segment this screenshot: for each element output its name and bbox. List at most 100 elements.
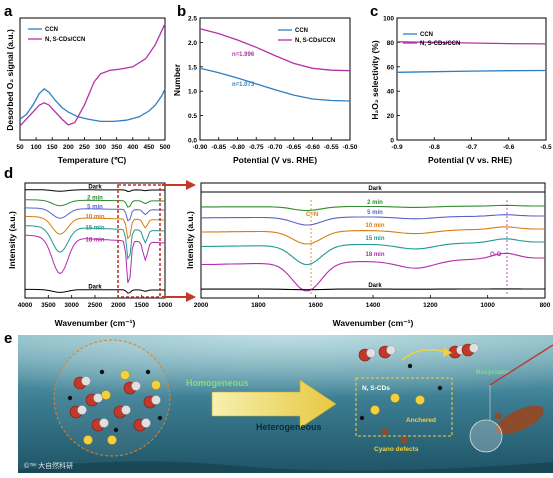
a-series-line-0	[19, 88, 166, 123]
brown-particle-0	[381, 428, 389, 436]
b-series-line-1	[199, 28, 351, 72]
x-ticks-a: 50 100 150 200 250 300 350 400 450 500	[16, 137, 171, 151]
black-particle-7	[407, 363, 413, 369]
legend-label-ccn-c: CCN	[420, 32, 433, 38]
d-left-trace-4	[24, 225, 166, 261]
a-xtick-label-8: 450	[143, 144, 154, 151]
b-xtick-label-7: -0.55	[324, 144, 339, 151]
d-left-trace-label-6: Dark	[88, 285, 102, 291]
d-left-xtick-label-3: 2500	[88, 302, 103, 309]
carbon-dot-6	[415, 395, 425, 405]
d-left-xtick-label-2: 3000	[64, 302, 79, 309]
series-group-a	[19, 23, 166, 127]
y-axis-label-c: H₂O₂ selectivity (%)	[370, 40, 380, 120]
series-group-b	[199, 28, 351, 102]
d-right-trace-6	[200, 288, 545, 291]
d-right-trace-3	[201, 226, 545, 245]
x-axis-label-b: Potential (V vs. RHE)	[233, 155, 317, 165]
d-right-trace-label-6: Dark	[368, 283, 382, 289]
c-xtick-label-0: -0.9	[391, 144, 403, 151]
carbon-dot-5	[390, 393, 400, 403]
curved-arrow	[401, 349, 447, 361]
black-particle-4	[157, 415, 163, 421]
particle-group	[67, 343, 534, 445]
d-right-trace-label-3: 10 min	[365, 223, 384, 229]
legend-label-ccn-a: CCN	[45, 27, 58, 33]
carbon-dot-4	[107, 435, 117, 445]
carbon-dot-2	[83, 435, 93, 445]
ticks-b: -0.90 -0.85 -0.80 -0.75 -0.70 -0.65 -0.60 -0.55…	[188, 16, 358, 152]
c-ytick-label-2: 40	[387, 89, 395, 96]
d-left-trace-6	[25, 288, 165, 294]
d-right-xtick-label-0: 2000	[194, 302, 209, 309]
b-ytick-label-1: 0.5	[188, 113, 197, 120]
oxygen-atom-6	[77, 405, 87, 415]
carbon-dot-7	[370, 405, 380, 415]
recyclable-label: Recyclable	[476, 369, 510, 376]
x-axis-label-c: Potential (V vs. RHE)	[428, 155, 512, 165]
d-left-trace-label-4: 15 min	[85, 226, 104, 232]
c-ytick-label-5: 100	[383, 16, 394, 23]
series-group-c	[396, 41, 547, 73]
b-ytick-label-3: 1.5	[188, 64, 197, 71]
b-xtick-label-6: -0.60	[305, 144, 320, 151]
panel-label-b: b	[177, 3, 186, 20]
annotation-n-ccn: n=1.073	[232, 82, 255, 88]
d-left-trace-label-2: 5 min	[87, 205, 103, 211]
homogeneous-label: Homogeneous	[186, 378, 249, 388]
y-axis-label-a: Desorbed O₂ signal (a.u.)	[5, 29, 15, 131]
b-xtick-label-4: -0.70	[268, 144, 283, 151]
d-left-trace-0	[25, 189, 165, 193]
d-left-trace-2	[25, 207, 165, 222]
d-left-trace-3	[24, 215, 166, 240]
series-labels-d-left: Dark 2 min 5 min 10 min 15 min 18 min Dark	[85, 185, 104, 291]
oxygen-atom-3	[121, 405, 131, 415]
fish-shape	[496, 405, 544, 435]
zoom-arrows	[162, 180, 196, 302]
c-series-line-1	[396, 41, 547, 45]
c-series-line-0	[396, 69, 547, 73]
y-axis-label-d-right: Intensity (a.u.)	[185, 211, 195, 269]
d-right-xtick-label-1: 1800	[251, 302, 266, 309]
a-xtick-label-4: 250	[79, 144, 90, 151]
b-xtick-label-1: -0.85	[211, 144, 226, 151]
x-ticks-d-left: 4000 3500 3000 2500 2000 1500 1000	[18, 295, 173, 309]
x-axis-label-a: Temperature (℃)	[58, 155, 127, 165]
anchored-label: Anchered	[406, 417, 436, 424]
b-ytick-label-2: 1.0	[188, 89, 197, 96]
b-ytick-label-4: 2.0	[188, 40, 197, 47]
d-right-trace-2	[201, 214, 545, 226]
d-right-trace-label-5: 18 min	[365, 252, 384, 258]
brown-particle-1	[400, 436, 408, 444]
d-left-xtick-label-4: 2000	[111, 302, 126, 309]
a-xtick-label-3: 200	[63, 144, 74, 151]
d-right-trace-5	[200, 252, 545, 292]
catch-net	[469, 419, 503, 453]
zoom-arrow-top-head	[186, 180, 196, 190]
d-right-xtick-label-2: 1600	[308, 302, 323, 309]
x-ticks-d-right: 2000 1800 1600 1400 1200 1000 800	[194, 295, 551, 309]
y-axis-label-b: Number	[172, 63, 182, 96]
black-particle-0	[67, 395, 73, 401]
legend-label-ns-b: N, S-CDs/CCN	[295, 38, 335, 44]
annotation-oo: O-O	[490, 252, 502, 258]
oxygen-atom-4	[99, 418, 109, 428]
c-ytick-label-3: 60	[387, 64, 395, 71]
heterogeneous-box	[355, 377, 453, 437]
carbon-dot-1	[120, 370, 130, 380]
d-right-trace-4	[200, 238, 545, 266]
d-right-xtick-label-3: 1400	[366, 302, 381, 309]
d-left-trace-label-3: 10 min	[85, 215, 104, 221]
a-xtick-label-6: 350	[111, 144, 122, 151]
annotation-cn: C=N	[306, 212, 318, 218]
d-left-trace-1	[25, 199, 165, 208]
d-left-xtick-label-1: 3500	[41, 302, 56, 309]
annotation-n-ns: n=1.996	[232, 52, 255, 58]
panel-a: a 50 100 150 200 250 300 350 400 450 500 CCN N, S…	[4, 3, 171, 165]
black-particle-2	[145, 369, 151, 375]
black-particle-6	[437, 385, 443, 391]
d-right-xtick-label-4: 1200	[423, 302, 438, 309]
panel-d: d Dark 2 min 5 min 10 min 15 min 18 min Dark 4…	[4, 165, 551, 328]
series-group-d-left	[24, 189, 166, 294]
